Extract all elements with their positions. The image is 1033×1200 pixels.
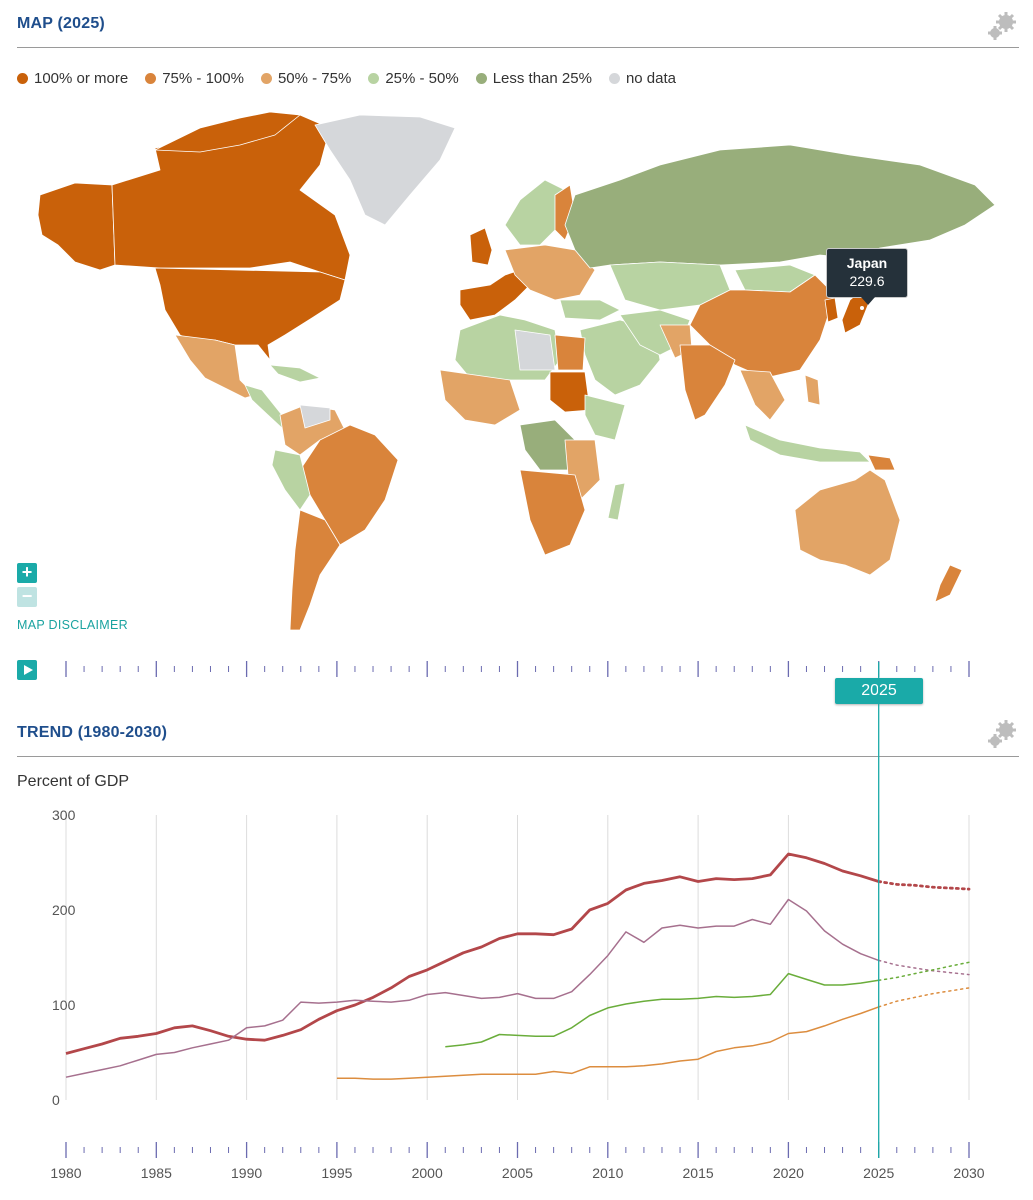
region-southern-africa[interactable]: [519, 469, 586, 556]
trend-section-title: TREND (1980-2030): [17, 724, 168, 741]
timeline-selected-year[interactable]: 2025: [835, 678, 923, 704]
legend-item-75-100[interactable]: 75% - 100%: [145, 70, 244, 87]
world-map[interactable]: [0, 100, 1033, 645]
region-uk[interactable]: [469, 227, 493, 266]
legend-swatch: [608, 73, 620, 84]
series-line-1: [65, 898, 879, 1078]
region-argentina-chile[interactable]: [289, 509, 341, 631]
legend-item-no-data[interactable]: no data: [608, 70, 676, 87]
region-new-zealand[interactable]: [934, 564, 963, 603]
legend-item-less-than-25[interactable]: Less than 25%: [475, 70, 592, 87]
x-tick-label-2020: 2020: [773, 1165, 804, 1181]
region-west-africa[interactable]: [439, 369, 521, 426]
x-tick-label-1980: 1980: [50, 1165, 81, 1181]
x-tick-label-1985: 1985: [141, 1165, 172, 1181]
y-tick-label: 300: [52, 807, 76, 823]
region-korea[interactable]: [824, 297, 839, 323]
legend-swatch: [145, 73, 157, 84]
legend-label: 100% or more: [34, 70, 129, 87]
map-header-rule: [17, 47, 1019, 48]
region-caribbean[interactable]: [269, 364, 321, 383]
trend-header-rule: [17, 756, 1019, 757]
region-india[interactable]: [679, 344, 736, 421]
japan-marker: [860, 306, 864, 310]
y-tick-label: 200: [52, 902, 76, 918]
y-tick-label: 0: [52, 1092, 60, 1108]
x-tick-label-2005: 2005: [502, 1165, 533, 1181]
legend-label: Less than 25%: [492, 70, 592, 87]
x-tick-label-2010: 2010: [592, 1165, 623, 1181]
legend-item-50-75[interactable]: 50% - 75%: [260, 70, 352, 87]
region-guyana[interactable]: [299, 404, 331, 429]
region-madagascar[interactable]: [607, 482, 626, 521]
zoom-out-button[interactable]: −: [17, 587, 37, 607]
series-projection-3: [877, 987, 970, 1008]
series-line-2: [445, 972, 879, 1048]
region-alaska[interactable]: [37, 182, 116, 271]
tooltip-value: 229.6: [849, 273, 885, 289]
region-libya[interactable]: [514, 329, 556, 371]
map-legend: 100% or more 75% - 100% 50% - 75% 25% - …: [17, 70, 693, 87]
region-russia[interactable]: [564, 144, 996, 269]
series-projection-0: [877, 880, 971, 891]
region-indonesia[interactable]: [744, 424, 871, 463]
region-australia[interactable]: [794, 469, 901, 576]
region-horn-of-africa[interactable]: [584, 394, 626, 441]
x-tick-label-1990: 1990: [231, 1165, 262, 1181]
region-arctic-islands[interactable]: [154, 111, 301, 153]
legend-label: no data: [625, 70, 676, 87]
legend-item-100-or-more[interactable]: 100% or more: [17, 70, 128, 87]
x-tick-label-2025: 2025: [863, 1165, 894, 1181]
legend-swatch: [368, 73, 380, 84]
timeline-play-button[interactable]: [17, 660, 37, 680]
legend-label: 75% - 100%: [162, 70, 244, 87]
legend-swatch: [17, 73, 28, 84]
region-philippines[interactable]: [804, 374, 821, 406]
region-western-europe[interactable]: [459, 269, 531, 321]
y-tick-label: 100: [52, 997, 76, 1013]
series-projection-1: [877, 959, 970, 976]
x-tick-label-1995: 1995: [321, 1165, 352, 1181]
region-egypt[interactable]: [554, 334, 586, 371]
region-southeast-asia[interactable]: [739, 369, 786, 421]
legend-swatch: [475, 73, 487, 84]
region-central-europe[interactable]: [504, 244, 596, 301]
zoom-in-button[interactable]: +: [17, 563, 37, 583]
series-projection-2: [877, 961, 970, 982]
legend-item-25-50[interactable]: 25% - 50%: [368, 70, 459, 87]
x-tick-label-2015: 2015: [683, 1165, 714, 1181]
region-turkey[interactable]: [559, 299, 621, 321]
region-sudan[interactable]: [549, 371, 591, 413]
x-tick-label-2030: 2030: [953, 1165, 984, 1181]
region-andes[interactable]: [271, 449, 311, 511]
region-greenland[interactable]: [314, 114, 456, 226]
map-section-title: MAP (2025): [17, 15, 105, 32]
legend-swatch: [260, 73, 272, 84]
region-papua-new-guinea[interactable]: [867, 454, 896, 471]
region-usa[interactable]: [154, 267, 346, 361]
map-settings-gear-icon[interactable]: [985, 9, 1019, 43]
legend-label: 25% - 50%: [385, 70, 459, 87]
x-tick-label-2000: 2000: [412, 1165, 443, 1181]
map-tooltip: Japan 229.6: [826, 248, 908, 305]
series-line-0: [65, 852, 880, 1055]
series-line-3: [336, 1006, 879, 1080]
tooltip-country: Japan: [846, 255, 888, 271]
map-disclaimer-link[interactable]: MAP DISCLAIMER: [17, 618, 128, 632]
trend-settings-gear-icon[interactable]: [985, 717, 1019, 751]
legend-label: 50% - 75%: [277, 70, 352, 87]
trend-y-axis-label: Percent of GDP: [17, 773, 130, 790]
